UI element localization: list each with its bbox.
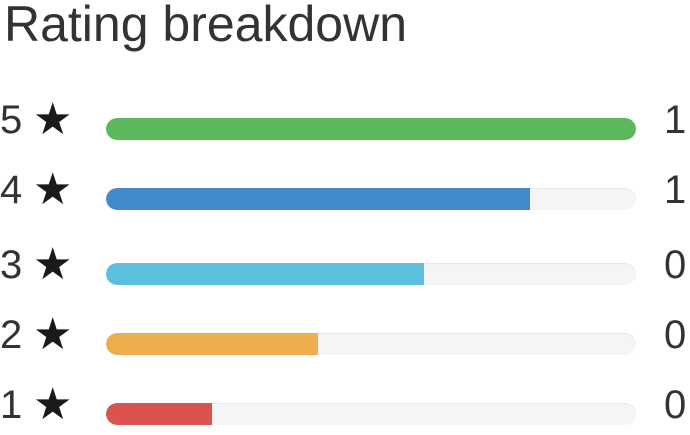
rating-row-2-stars: 2 ★ 0 — [0, 305, 690, 365]
rating-progress-fill — [106, 333, 318, 355]
rating-progress-fill — [106, 403, 212, 425]
star-level-label: 2 — [0, 313, 23, 357]
rating-breakdown-title: Rating breakdown — [4, 0, 408, 52]
rating-row-5-stars: 5 ★ 1 — [0, 90, 690, 150]
star-level-label: 3 — [0, 243, 23, 287]
rating-progress-fill — [106, 263, 424, 285]
star-icon: ★ — [33, 165, 73, 214]
rating-count: 1 — [664, 168, 687, 212]
rating-row-1-star: 1 ★ 0 — [0, 375, 690, 435]
star-icon: ★ — [33, 240, 73, 289]
star-level-label: 5 — [0, 98, 23, 142]
rating-progress-track — [106, 403, 636, 425]
rating-count: 0 — [664, 313, 687, 357]
rating-progress-track — [106, 188, 636, 210]
rating-progress-track — [106, 263, 636, 285]
star-icon: ★ — [33, 310, 73, 359]
rating-row-3-stars: 3 ★ 0 — [0, 235, 690, 295]
star-level-label: 4 — [0, 168, 23, 212]
rating-progress-track — [106, 118, 636, 140]
rating-count: 1 — [664, 98, 687, 142]
rating-progress-fill — [106, 118, 636, 140]
star-icon: ★ — [33, 380, 73, 429]
rating-count: 0 — [664, 243, 687, 287]
rating-progress-fill — [106, 188, 530, 210]
star-level-label: 1 — [0, 383, 23, 427]
rating-progress-track — [106, 333, 636, 355]
star-icon: ★ — [33, 95, 73, 144]
rating-row-4-stars: 4 ★ 1 — [0, 160, 690, 220]
rating-count: 0 — [664, 383, 687, 427]
